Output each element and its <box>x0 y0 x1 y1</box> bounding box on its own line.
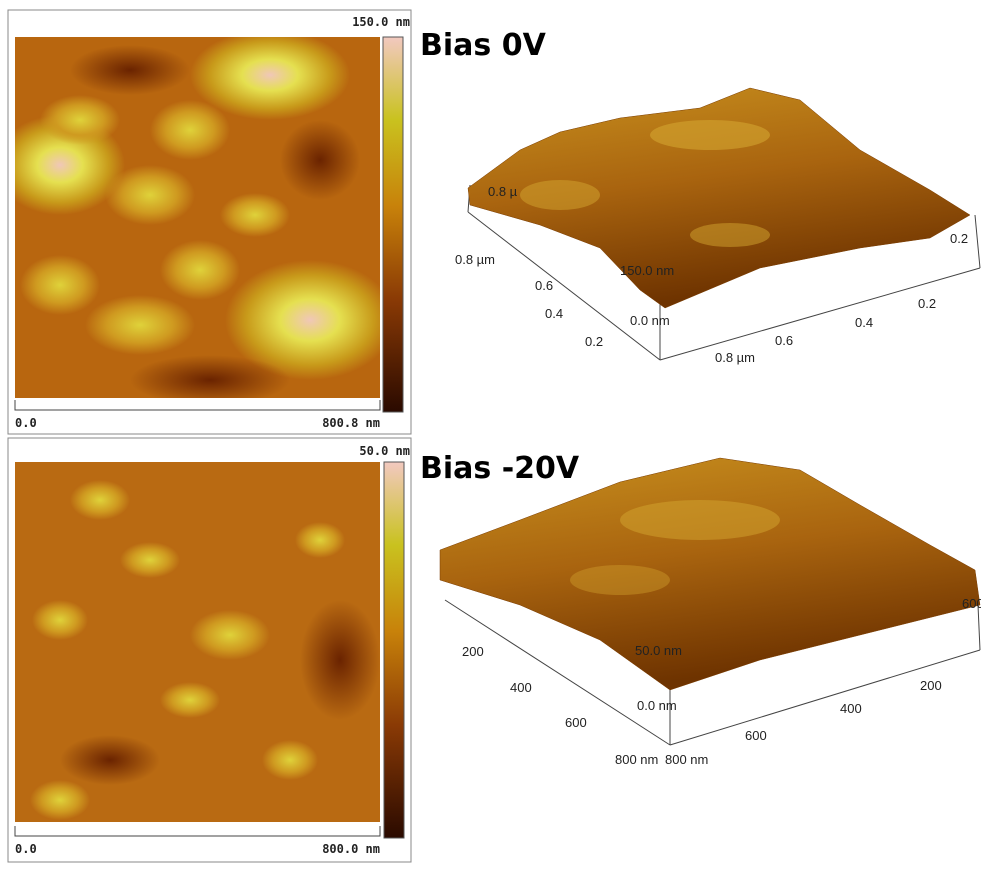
x-end: 800.8 nm <box>322 416 380 430</box>
x-start: 0.0 <box>15 416 37 430</box>
color-bar <box>383 37 403 412</box>
z-label: 0.0 nm <box>637 698 677 713</box>
scale-max: 150.0 nm <box>352 15 410 29</box>
height-map <box>0 30 395 405</box>
tick-label: 400 <box>510 680 532 695</box>
tick-label: 0.4 <box>545 306 563 321</box>
figure: 150.0 nm 0.0 800.8 nm 50.0 nm 0.0 800.0 … <box>0 0 981 868</box>
tick-label: 0.6 <box>775 333 793 348</box>
tick-label: 0.8 µm <box>455 252 495 267</box>
tick-label: 400 <box>840 701 862 716</box>
tick-label: 200 <box>462 644 484 659</box>
tick-label: 800 nm <box>665 752 708 767</box>
bias-label: Bias -20V <box>420 451 580 486</box>
tick-label: 0.2 <box>585 334 603 349</box>
bias-label: Bias 0V <box>420 28 547 63</box>
surface-plot: 0.8 µ 0.8 µm 0.6 0.4 0.2 150.0 nm 0.0 nm… <box>455 88 980 365</box>
tick-label: 200 <box>920 678 942 693</box>
tick-label: 0.2 <box>918 296 936 311</box>
scale-max: 50.0 nm <box>359 444 410 458</box>
tick-label: 600 <box>565 715 587 730</box>
axis-label: 0.8 µ <box>488 184 518 199</box>
tick-label: 0.2 <box>950 231 968 246</box>
surface-plot: 600 200 400 600 800 nm 50.0 nm 0.0 nm 80… <box>440 458 981 767</box>
x-start: 0.0 <box>15 842 37 856</box>
z-label: 150.0 nm <box>620 263 674 278</box>
x-end: 800.0 nm <box>322 842 380 856</box>
tick-label: 0.6 <box>535 278 553 293</box>
z-label: 50.0 nm <box>635 643 682 658</box>
tick-label: 0.8 µm <box>715 350 755 365</box>
axis-label: 600 <box>962 596 981 611</box>
height-map <box>15 462 380 822</box>
tick-label: 800 nm <box>615 752 658 767</box>
tick-label: 0.4 <box>855 315 873 330</box>
tick-label: 600 <box>745 728 767 743</box>
z-label: 0.0 nm <box>630 313 670 328</box>
color-bar <box>384 462 404 838</box>
